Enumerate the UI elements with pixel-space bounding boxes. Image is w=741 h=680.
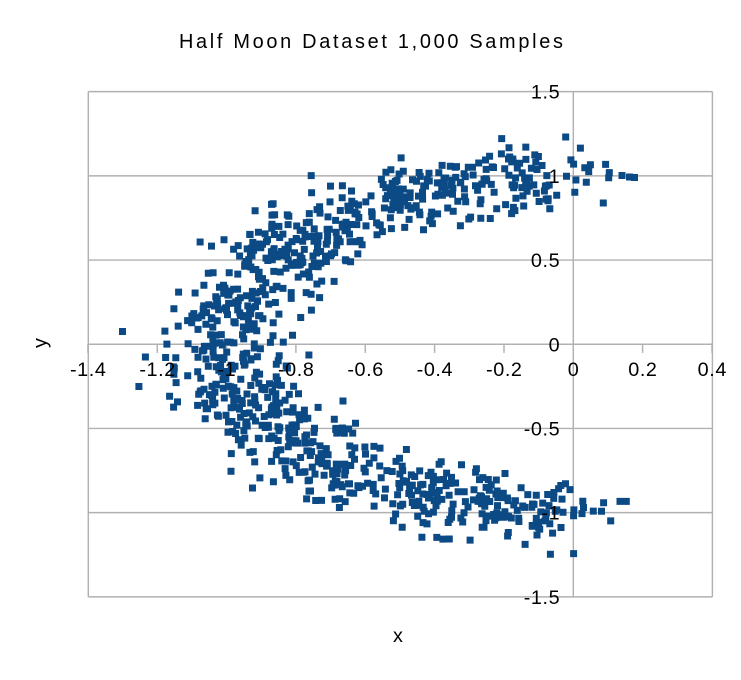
svg-text:1: 1: [549, 166, 561, 188]
svg-text:x: x: [393, 625, 403, 647]
svg-text:-0.4: -0.4: [417, 359, 454, 381]
svg-text:0: 0: [549, 334, 561, 356]
svg-text:-1: -1: [541, 503, 560, 525]
svg-text:0.4: 0.4: [698, 359, 727, 381]
svg-text:-0.5: -0.5: [524, 418, 561, 440]
svg-text:-1: -1: [218, 359, 237, 381]
svg-text:0: 0: [568, 359, 580, 381]
svg-text:-1.2: -1.2: [139, 359, 176, 381]
svg-text:-0.8: -0.8: [278, 359, 315, 381]
svg-text:0.5: 0.5: [531, 250, 560, 272]
svg-text:-1.4: -1.4: [70, 359, 107, 381]
svg-text:y: y: [30, 338, 52, 348]
svg-text:-0.2: -0.2: [486, 359, 523, 381]
svg-text:-0.6: -0.6: [347, 359, 384, 381]
svg-text:1.5: 1.5: [531, 82, 560, 104]
svg-text:0.2: 0.2: [628, 359, 657, 381]
svg-text:-1.5: -1.5: [524, 587, 561, 609]
svg-text:Half Moon Dataset 1,000 Sample: Half Moon Dataset 1,000 Samples: [179, 31, 566, 53]
